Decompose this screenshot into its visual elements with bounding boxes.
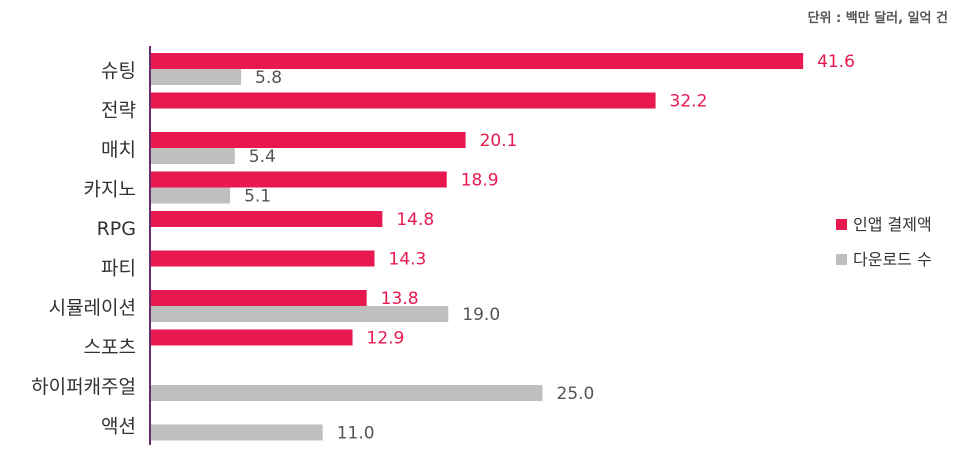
revenue-value-label: 14.8 <box>396 210 434 230</box>
category-label: 파티 <box>101 258 136 280</box>
downloads-value-label: 5.4 <box>249 147 276 167</box>
category-label: 카지노 <box>84 179 136 201</box>
downloads-bar <box>150 306 449 322</box>
revenue-value-label: 12.9 <box>367 329 405 349</box>
revenue-value-label: 32.2 <box>670 92 708 112</box>
category-label: 액션 <box>101 416 136 438</box>
downloads-value-label: 5.1 <box>244 187 271 207</box>
unit-note: 단위 : 백만 달러, 일억 건 <box>808 10 948 26</box>
downloads-value-label: 19.0 <box>462 305 500 325</box>
revenue-value-label: 20.1 <box>480 131 518 151</box>
category-label: RPG <box>97 218 136 240</box>
revenue-value-label: 13.8 <box>381 289 419 309</box>
category-label: 시뮬레이션 <box>49 297 136 319</box>
downloads-bar <box>150 148 235 164</box>
category-label: 하이퍼캐주얼 <box>31 376 136 398</box>
legend-swatch-downloads <box>836 254 847 265</box>
revenue-bar <box>150 290 367 306</box>
revenue-value-label: 18.9 <box>461 171 499 191</box>
downloads-bar <box>150 424 323 441</box>
downloads-bar <box>150 385 543 401</box>
downloads-value-label: 25.0 <box>557 384 595 404</box>
revenue-value-label: 41.6 <box>817 52 855 72</box>
downloads-value-label: 5.8 <box>255 68 282 88</box>
downloads-bar <box>150 187 231 204</box>
category-label: 매치 <box>101 139 136 161</box>
category-label: 스포츠 <box>84 337 136 359</box>
legend-swatch-revenue <box>836 219 847 230</box>
revenue-bar <box>150 53 804 69</box>
revenue-value-label: 14.3 <box>389 250 427 270</box>
revenue-bar <box>150 132 466 148</box>
legend-label-downloads: 다운로드 수 <box>853 250 932 269</box>
revenue-bar <box>150 329 353 346</box>
bars-group <box>150 53 804 441</box>
downloads-bar <box>150 69 242 85</box>
value-labels: 41.6 5.8 32.2 20.1 5.4 18.9 5.1 14.8 14.3 13.8 19.… <box>244 52 855 444</box>
category-label: 전략 <box>101 100 136 122</box>
revenue-bar <box>150 250 375 267</box>
revenue-bar <box>150 92 656 109</box>
revenue-bar <box>150 211 383 227</box>
downloads-value-label: 11.0 <box>337 424 375 444</box>
category-label: 슈팅 <box>101 60 136 82</box>
legend-label-revenue: 인앱 결제액 <box>853 215 932 234</box>
revenue-bar <box>150 171 447 188</box>
